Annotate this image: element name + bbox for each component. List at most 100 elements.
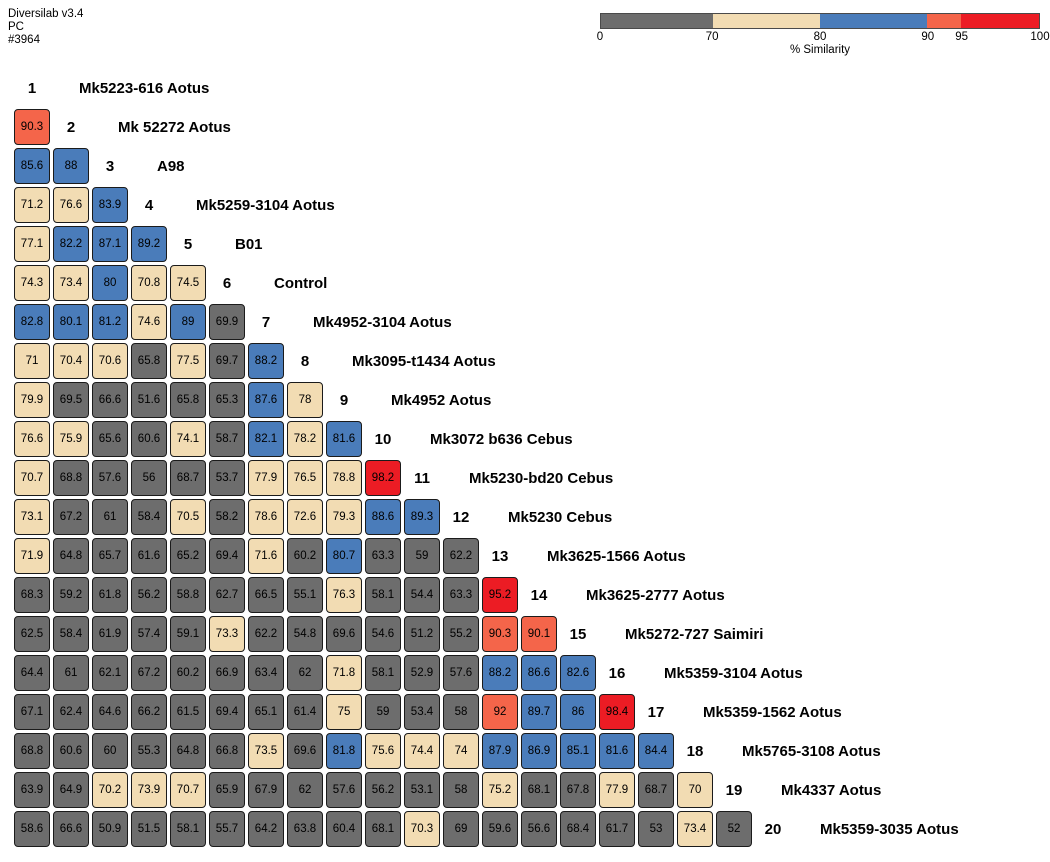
matrix-cell-r19-c18: 70 [677,772,713,808]
matrix-cell-r18-c9: 81.8 [326,733,362,769]
matrix-cell-r4-c1: 71.2 [14,187,50,223]
matrix-cell-r11-c3: 57.6 [92,460,128,496]
matrix-cell-r20-c18: 73.4 [677,811,713,847]
matrix-cell-r17-c14: 89.7 [521,694,557,730]
matrix-cell-r20-c15: 68.4 [560,811,596,847]
matrix-cell-r9-c6: 65.3 [209,382,245,418]
matrix-cell-r14-c1: 68.3 [14,577,50,613]
matrix-cell-r20-c2: 66.6 [53,811,89,847]
matrix-cell-r10-c7: 82.1 [248,421,284,457]
matrix-row-6: 74.3 73.4 80 70.8 74.5 6 Control [14,265,959,301]
matrix-cell-r19-c10: 56.2 [365,772,401,808]
matrix-cell-r20-c6: 55.7 [209,811,245,847]
matrix-cell-r16-c14: 86.6 [521,655,557,691]
row-label-14: Mk3625-2777 Aotus [586,586,725,604]
product-name: Diversilab v3.4 [8,8,84,20]
matrix-cell-r12-c2: 67.2 [53,499,89,535]
matrix-cell-r13-c11: 59 [404,538,440,574]
matrix-cell-r18-c14: 86.9 [521,733,557,769]
matrix-cell-r16-c9: 71.8 [326,655,362,691]
row-index-12: 12 [452,508,470,526]
matrix-cell-r16-c2: 61 [53,655,89,691]
matrix-cell-r12-c11: 89.3 [404,499,440,535]
matrix-cell-r7-c1: 82.8 [14,304,50,340]
matrix-cell-r20-c17: 53 [638,811,674,847]
row-label-15: Mk5272-727 Saimiri [625,625,764,643]
row-index-17: 17 [647,703,665,721]
row-index-1: 1 [27,79,37,97]
legend-ticks: 0 70 80 90 95 100 [597,29,1050,44]
matrix-cell-r5-c3: 87.1 [92,226,128,262]
matrix-cell-r11-c10: 98.2 [365,460,401,496]
matrix-row-20: 58.6 66.6 50.9 51.5 58.1 55.7 64.2 63.8 60.4 68.1… [14,811,959,847]
matrix-cell-r17-c3: 64.6 [92,694,128,730]
matrix-cell-r19-c9: 57.6 [326,772,362,808]
matrix-cell-r20-c13: 59.6 [482,811,518,847]
row-label-17: Mk5359-1562 Aotus [703,703,842,721]
matrix-cell-r5-c4: 89.2 [131,226,167,262]
matrix-cell-r16-c5: 60.2 [170,655,206,691]
matrix-cell-r15-c1: 62.5 [14,616,50,652]
matrix-cell-r7-c3: 81.2 [92,304,128,340]
matrix-cell-r16-c8: 62 [287,655,323,691]
row-index-15: 15 [569,625,587,643]
matrix-cell-r15-c5: 59.1 [170,616,206,652]
matrix-cell-r13-c3: 65.7 [92,538,128,574]
row-label-2: Mk 52272 Aotus [118,118,231,136]
matrix-row-1: 1 Mk5223-616 Aotus [14,70,959,106]
matrix-cell-r13-c4: 61.6 [131,538,167,574]
row-label-7: Mk4952-3104 Aotus [313,313,452,331]
matrix-cell-r18-c17: 84.4 [638,733,674,769]
matrix-cell-r19-c13: 75.2 [482,772,518,808]
similarity-matrix: 1 Mk5223-616 Aotus 90.3 2 Mk 52272 Aotus 85.6… [14,70,959,850]
matrix-cell-r15-c11: 51.2 [404,616,440,652]
matrix-cell-r8-c2: 70.4 [53,343,89,379]
matrix-cell-r15-c10: 54.6 [365,616,401,652]
matrix-cell-r16-c4: 67.2 [131,655,167,691]
matrix-cell-r13-c12: 62.2 [443,538,479,574]
matrix-cell-r17-c5: 61.5 [170,694,206,730]
matrix-row-19: 63.9 64.9 70.2 73.9 70.7 65.9 67.9 62 57.6 56.2 53… [14,772,959,808]
matrix-cell-r3-c1: 85.6 [14,148,50,184]
matrix-cell-r17-c11: 53.4 [404,694,440,730]
matrix-cell-r12-c9: 79.3 [326,499,362,535]
matrix-row-14: 68.3 59.2 61.8 56.2 58.8 62.7 66.5 55.1 76.3 58.1… [14,577,959,613]
matrix-cell-r18-c15: 85.1 [560,733,596,769]
row-index-20: 20 [764,820,782,838]
matrix-cell-r13-c10: 63.3 [365,538,401,574]
matrix-cell-r20-c7: 64.2 [248,811,284,847]
matrix-cell-r7-c4: 74.6 [131,304,167,340]
matrix-cell-r8-c7: 88.2 [248,343,284,379]
matrix-cell-r12-c5: 70.5 [170,499,206,535]
row-label-16: Mk5359-3104 Aotus [664,664,803,682]
matrix-cell-r12-c3: 61 [92,499,128,535]
row-label-20: Mk5359-3035 Aotus [820,820,959,838]
matrix-cell-r15-c13: 90.3 [482,616,518,652]
matrix-cell-r20-c3: 50.9 [92,811,128,847]
row-index-2: 2 [66,118,76,136]
matrix-cell-r11-c9: 78.8 [326,460,362,496]
matrix-cell-r13-c5: 65.2 [170,538,206,574]
row-index-14: 14 [530,586,548,604]
matrix-cell-r18-c3: 60 [92,733,128,769]
row-label-1: Mk5223-616 Aotus [79,79,210,97]
matrix-cell-r15-c14: 90.1 [521,616,557,652]
matrix-cell-r14-c2: 59.2 [53,577,89,613]
matrix-cell-r11-c8: 76.5 [287,460,323,496]
matrix-cell-r20-c5: 58.1 [170,811,206,847]
matrix-cell-r10-c8: 78.2 [287,421,323,457]
matrix-cell-r19-c16: 77.9 [599,772,635,808]
matrix-cell-r10-c1: 76.6 [14,421,50,457]
legend-title: % Similarity [789,44,851,56]
matrix-cell-r13-c7: 71.6 [248,538,284,574]
legend-segment-95-100 [961,14,1039,28]
matrix-cell-r19-c7: 67.9 [248,772,284,808]
matrix-cell-r19-c2: 64.9 [53,772,89,808]
matrix-cell-r17-c16: 98.4 [599,694,635,730]
matrix-cell-r15-c8: 54.8 [287,616,323,652]
matrix-row-18: 68.8 60.6 60 55.3 64.8 66.8 73.5 69.6 81.8 75.6 74… [14,733,959,769]
matrix-cell-r7-c2: 80.1 [53,304,89,340]
matrix-cell-r13-c2: 64.8 [53,538,89,574]
matrix-row-8: 71 70.4 70.6 65.8 77.5 69.7 88.2 8 Mk3095-t1434 … [14,343,959,379]
